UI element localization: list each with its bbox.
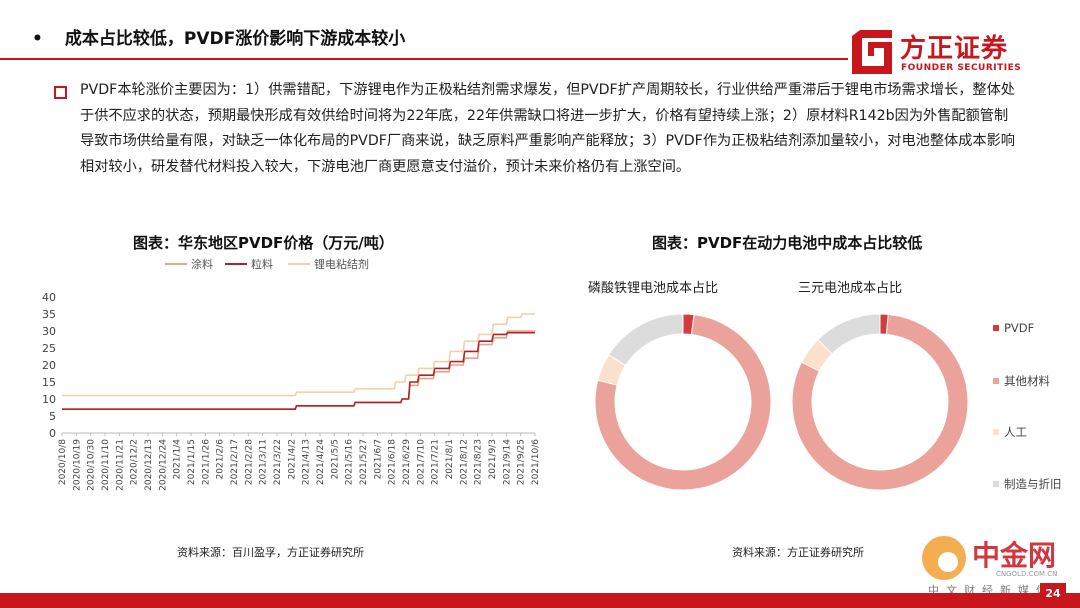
y-tick-label: 40 bbox=[42, 291, 56, 304]
x-tick-label: 2021/2/28 bbox=[244, 439, 254, 485]
x-tick-label: 2021/9/14 bbox=[502, 439, 512, 485]
x-tick-label: 2021/3/22 bbox=[273, 439, 283, 485]
series-line-1 bbox=[62, 331, 535, 410]
x-tick-label: 2021/9/25 bbox=[517, 439, 527, 485]
donut-legend-label: 人工 bbox=[1004, 425, 1027, 439]
donut-legend-swatch bbox=[993, 429, 999, 435]
donut-slice bbox=[594, 314, 772, 491]
donut-legend-label: 其他材料 bbox=[1004, 374, 1050, 388]
donut-legend-swatch bbox=[993, 325, 999, 331]
paragraph-bullet-icon bbox=[54, 86, 67, 99]
donut-slice bbox=[791, 313, 969, 491]
footer-bar bbox=[0, 593, 1080, 608]
slide-title: • 成本占比较低，PVDF涨价影响下游成本较小 bbox=[32, 24, 405, 49]
x-tick-label: 2021/9/3 bbox=[488, 439, 498, 479]
y-tick-label: 15 bbox=[42, 376, 56, 389]
left-chart-source: 资料来源：百川盈孚，方正证券研究所 bbox=[177, 546, 364, 559]
x-tick-label: 2021/7/10 bbox=[416, 439, 426, 485]
x-tick-label: 2021/3/11 bbox=[259, 439, 269, 485]
x-tick-label: 2021/4/2 bbox=[287, 439, 297, 479]
donut-subtitle: 磷酸铁锂电池成本占比 bbox=[588, 281, 718, 296]
legend-label: 粒料 bbox=[251, 257, 273, 271]
left-chart-title: 图表：华东地区PVDF价格（万元/吨） bbox=[133, 234, 394, 252]
right-chart-source: 资料来源：方正证券研究所 bbox=[732, 546, 864, 559]
y-tick-label: 35 bbox=[42, 308, 56, 321]
x-tick-label: 2021/1/4 bbox=[173, 439, 183, 480]
x-tick-label: 2021/8/1 bbox=[445, 439, 455, 479]
legend-label: 涂料 bbox=[191, 257, 213, 271]
y-tick-label: 30 bbox=[42, 325, 56, 338]
x-tick-label: 2021/1/26 bbox=[201, 439, 211, 485]
donut-legend-swatch bbox=[993, 481, 999, 487]
x-tick-label: 2021/2/6 bbox=[216, 439, 226, 480]
donut-slice bbox=[608, 313, 684, 367]
y-tick-label: 5 bbox=[49, 410, 56, 423]
x-tick-label: 2021/5/27 bbox=[359, 439, 369, 485]
x-tick-label: 2021/6/18 bbox=[388, 439, 398, 485]
y-tick-label: 0 bbox=[49, 427, 56, 440]
logo-text-en: FOUNDER SECURITIES bbox=[901, 63, 1022, 73]
x-tick-label: 2021/1/15 bbox=[187, 439, 197, 485]
x-tick-label: 2021/6/7 bbox=[373, 439, 383, 479]
x-tick-label: 2021/7/21 bbox=[431, 439, 441, 485]
x-tick-label: 2020/11/21 bbox=[115, 439, 125, 491]
series-line-2 bbox=[62, 313, 535, 397]
x-tick-label: 2020/11/10 bbox=[101, 439, 111, 491]
donut-slice bbox=[817, 313, 881, 355]
watermark-logo-icon bbox=[922, 536, 966, 580]
y-tick-label: 20 bbox=[42, 359, 56, 372]
x-tick-label: 2020/10/19 bbox=[72, 439, 82, 491]
x-tick-label: 2021/10/6 bbox=[531, 439, 541, 485]
x-tick-label: 2020/10/8 bbox=[58, 439, 68, 485]
x-tick-label: 2021/2/17 bbox=[230, 439, 240, 485]
body-paragraph: PVDF本轮涨价主要因为：1）供需错配，下游锂电作为正极粘结剂需求爆发，但PVD… bbox=[80, 82, 1015, 175]
x-tick-label: 2020/12/13 bbox=[144, 439, 154, 491]
x-tick-label: 2021/6/29 bbox=[402, 439, 412, 485]
logo-mark-icon bbox=[852, 30, 892, 74]
price-line-chart: 0 5 10 15 20 25 30 35 40 2020/10/8 2020/10/19 2020/… bbox=[42, 257, 541, 491]
right-chart-title: 图表：PVDF在动力电池中成本占比较低 bbox=[652, 234, 923, 252]
x-tick-label: 2020/12/2 bbox=[130, 439, 140, 485]
x-tick-label: 2021/5/5 bbox=[330, 439, 340, 479]
company-logo: 方正证券 FOUNDER SECURITIES bbox=[848, 28, 1048, 78]
donut-legend-swatch bbox=[993, 378, 999, 384]
y-tick-label: 25 bbox=[42, 342, 56, 355]
watermark-domain: CNGOLD.COM.CN bbox=[996, 570, 1058, 578]
title-bullet: • bbox=[32, 29, 43, 49]
x-tick-label: 2021/5/16 bbox=[345, 439, 355, 485]
y-tick-label: 10 bbox=[42, 393, 56, 406]
x-tick-label: 2021/8/12 bbox=[459, 439, 469, 485]
x-tick-label: 2020/10/30 bbox=[87, 439, 97, 491]
x-tick-label: 2021/4/13 bbox=[302, 439, 312, 485]
title-text: 成本占比较低，PVDF涨价影响下游成本较小 bbox=[64, 29, 406, 49]
x-tick-label: 2020/12/24 bbox=[158, 439, 168, 491]
legend-label: 锂电粘结剂 bbox=[314, 257, 369, 271]
donut-legend-label: 制造与折旧 bbox=[1004, 477, 1062, 491]
x-tick-label: 2021/4/24 bbox=[316, 439, 326, 485]
watermark-brand: 中金网 bbox=[972, 539, 1057, 572]
title-rule bbox=[0, 58, 848, 60]
x-tick-label: 2021/8/23 bbox=[474, 439, 484, 485]
donut-legend-label: PVDF bbox=[1004, 321, 1034, 335]
page-number: 24 bbox=[1040, 583, 1066, 605]
logo-text-cn: 方正证券 bbox=[900, 34, 1009, 64]
donut-subtitle: 三元电池成本占比 bbox=[798, 281, 902, 296]
